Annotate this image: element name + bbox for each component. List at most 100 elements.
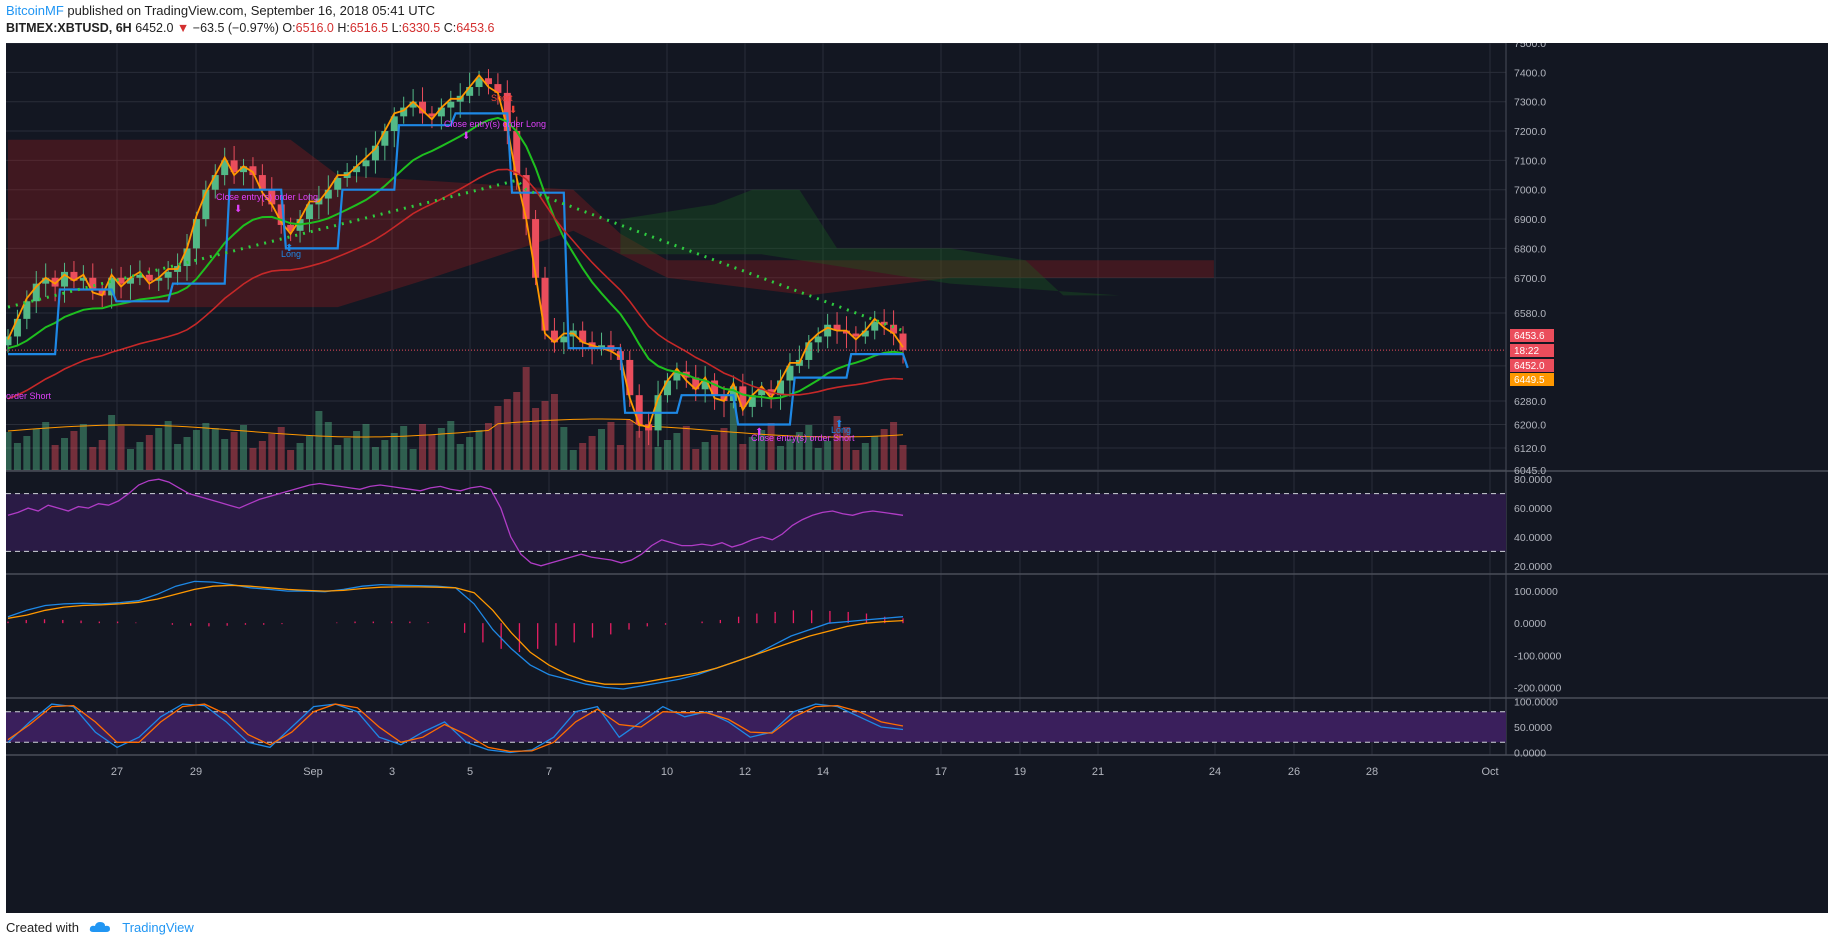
volume-bar	[390, 433, 398, 470]
chart-svg[interactable]: Short ⬇ Close entry(s) order Long ⬇ Close en…	[4, 38, 1828, 913]
volume-bar	[711, 435, 719, 470]
chart-background	[6, 43, 1828, 913]
price-tick-label: 6900.0	[1514, 214, 1546, 226]
ichimoku-cloud-bullish	[620, 189, 1120, 296]
price-label-box	[1510, 329, 1554, 342]
volume-bar	[32, 429, 40, 470]
annotation-label: Close entry(s) order Long	[216, 192, 318, 202]
candle-body	[155, 277, 163, 281]
author-link[interactable]: BitcoinMF	[6, 3, 64, 18]
volume-bar	[805, 425, 813, 470]
x-tick-label: 27	[111, 766, 123, 778]
close-value: 6453.6	[456, 21, 495, 35]
x-tick-label: 5	[467, 766, 473, 778]
volume-bar	[287, 450, 295, 470]
candle-body	[720, 395, 728, 402]
volume-bar	[98, 440, 106, 470]
candle-body	[711, 380, 719, 396]
candle-body	[626, 359, 634, 396]
x-tick-label: 3	[389, 766, 395, 778]
volume-bar	[428, 435, 436, 470]
green-line	[7, 116, 904, 400]
tradingview-link[interactable]: TradingView	[122, 920, 194, 935]
price-tick-label: 6280.0	[1514, 396, 1546, 408]
annotation-label: order Short	[6, 391, 52, 401]
candle-body	[484, 78, 492, 85]
candle-body	[786, 365, 794, 381]
volume-bar	[484, 423, 492, 470]
candle-body	[221, 160, 229, 176]
rsi-tick-label: 60.0000	[1514, 503, 1552, 515]
volume-bar	[334, 445, 342, 470]
candle-body	[475, 78, 483, 88]
volume-bar	[607, 422, 615, 470]
x-tick-label: 29	[190, 766, 202, 778]
x-tick-label: 24	[1209, 766, 1221, 778]
volume-bar	[437, 428, 445, 470]
rsi-tick-label: 80.0000	[1514, 474, 1552, 486]
volume-bar	[579, 443, 587, 470]
volume-bar	[249, 448, 257, 470]
volume-bar	[616, 445, 624, 470]
volume-bar	[560, 427, 568, 470]
candle-body	[635, 395, 643, 425]
rsi-tick-label: 20.0000	[1514, 561, 1552, 573]
symbol-line: BITMEX:XBTUSD, 6H 6452.0 ▼ −63.5 (−0.97%…	[6, 21, 494, 35]
candle-body	[748, 395, 756, 407]
x-tick-label: 21	[1092, 766, 1104, 778]
price-label-box	[1510, 344, 1554, 357]
rsi-line	[7, 478, 904, 567]
candle-body	[249, 166, 257, 176]
annotation-label: Close entry(s) order Long	[444, 119, 546, 129]
candle-body	[89, 277, 97, 290]
candle-body	[833, 324, 841, 331]
price-tick-label: 7200.0	[1514, 126, 1546, 138]
candle-body	[268, 189, 276, 205]
candle-body	[692, 377, 700, 390]
candle-body	[400, 107, 408, 117]
red-line	[7, 168, 904, 400]
volume-bar	[353, 431, 361, 470]
volume-bar	[315, 411, 323, 470]
x-tick-label: 12	[739, 766, 751, 778]
volume-bar	[4, 432, 12, 470]
candle-body	[758, 389, 766, 396]
candle-body	[32, 283, 40, 302]
volume-bar	[79, 424, 87, 470]
candle-body	[4, 336, 12, 346]
volume-bar	[842, 427, 850, 470]
candle-body	[108, 277, 116, 296]
price-tick-label: 6580.0	[1514, 308, 1546, 320]
candle-body	[579, 330, 587, 343]
volume-bar	[466, 437, 474, 470]
candle-body	[192, 219, 200, 249]
price-tick-label: 6800.0	[1514, 243, 1546, 255]
candle-body	[409, 101, 417, 108]
tradingview-cloud-icon	[89, 921, 111, 936]
volume-bar	[230, 432, 238, 470]
price-tick-label: 6200.0	[1514, 420, 1546, 432]
volume-bar	[720, 428, 728, 470]
candle-body	[126, 277, 134, 284]
volume-bar	[532, 408, 540, 470]
candle-body	[381, 131, 389, 146]
volume-bar	[635, 431, 643, 470]
volume-bar	[51, 445, 59, 470]
candle-body	[871, 321, 879, 331]
chart-area[interactable]: Short ⬇ Close entry(s) order Long ⬇ Close en…	[4, 38, 1828, 913]
volume-bar	[795, 432, 803, 470]
volume-bar	[701, 442, 709, 470]
price-tick-label: 7300.0	[1514, 97, 1546, 109]
dotted-line	[7, 178, 904, 333]
x-tick-label: 10	[661, 766, 673, 778]
footer: Created with TradingView	[6, 920, 194, 936]
volume-bar	[89, 447, 97, 470]
candle-body	[814, 336, 822, 343]
candle-body	[240, 166, 248, 173]
candle-body	[494, 84, 502, 93]
volume-bar	[852, 450, 860, 470]
x-tick-label: 17	[935, 766, 947, 778]
open-label: O:	[282, 21, 296, 35]
candle-body	[324, 189, 332, 199]
stoch-tick-label: 50.0000	[1514, 722, 1552, 734]
